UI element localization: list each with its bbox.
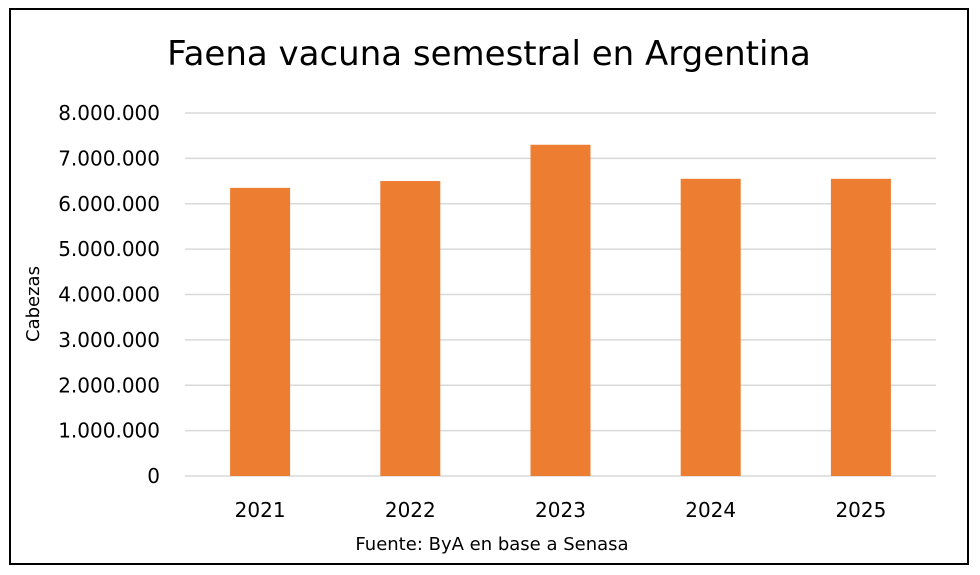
y-axis-label: Cabezas <box>23 266 44 342</box>
chart-frame <box>9 8 969 565</box>
x-tick-label: 2024 <box>685 498 736 522</box>
x-axis-ticks: 2021 2022 2023 2024 2025 <box>235 498 887 522</box>
y-tick-label: 6.000.000 <box>58 192 160 216</box>
x-tick-label: 2021 <box>235 498 286 522</box>
y-tick-label: 1.000.000 <box>58 419 160 443</box>
bar-2021 <box>230 187 291 476</box>
x-tick-label: 2025 <box>835 498 886 522</box>
y-tick-label: 4.000.000 <box>58 283 160 307</box>
bars <box>230 144 891 476</box>
y-tick-label: 7.000.000 <box>58 146 160 170</box>
chart-title: Faena vacuna semestral en Argentina <box>167 34 811 74</box>
bar-2024 <box>680 178 741 476</box>
y-axis-ticks: 0 1.000.000 2.000.000 3.000.000 4.000.000 5.0… <box>58 101 160 488</box>
y-tick-label: 5.000.000 <box>58 237 160 261</box>
x-tick-label: 2023 <box>535 498 586 522</box>
source-note: Fuente: ByA en base a Senasa <box>355 534 628 555</box>
bar-2022 <box>380 181 441 476</box>
bar-2023 <box>530 144 591 476</box>
y-tick-label: 3.000.000 <box>58 328 160 352</box>
y-tick-label: 8.000.000 <box>58 101 160 125</box>
x-tick-label: 2022 <box>385 498 436 522</box>
y-tick-label: 0 <box>147 464 160 488</box>
bar-2025 <box>830 178 891 476</box>
y-tick-label: 2.000.000 <box>58 373 160 397</box>
